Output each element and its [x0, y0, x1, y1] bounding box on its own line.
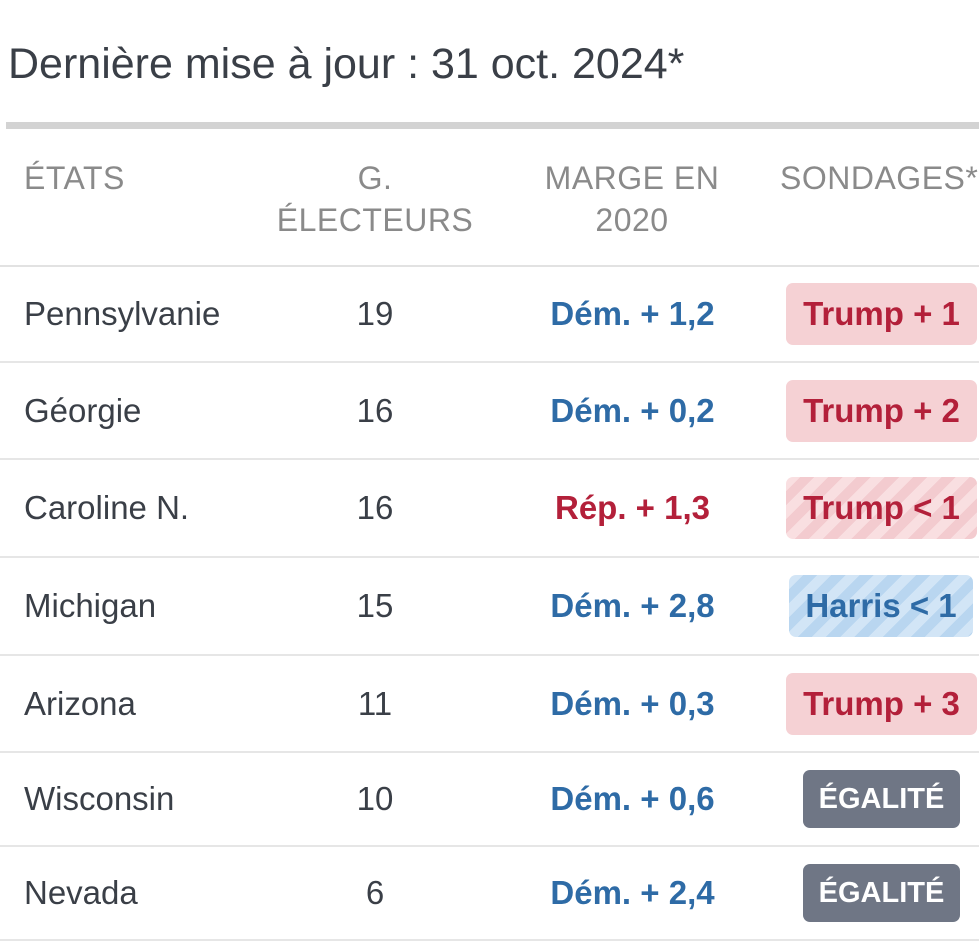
table-row: Géorgie 16 Dém. + 0,2 Trump + 2: [0, 363, 979, 460]
table-row: Nevada 6 Dém. + 2,4 ÉGALITÉ: [0, 847, 979, 941]
column-header-electors-line2: ÉLECTEURS: [276, 202, 474, 238]
state-name: Géorgie: [24, 391, 142, 429]
state-name: Arizona: [24, 684, 136, 722]
electors-count: 11: [357, 684, 393, 722]
poll-badge: ÉGALITÉ: [803, 770, 960, 828]
margin-2020: Dém. + 1,2: [550, 295, 715, 332]
column-header-margin-line1: MARGE EN: [544, 160, 720, 196]
electors-count: 16: [356, 489, 394, 526]
margin-2020: Dém. + 0,3: [550, 684, 715, 722]
margin-2020: Rép. + 1,3: [555, 489, 710, 526]
state-name: Wisconsin: [24, 780, 175, 817]
table-row: Michigan 15 Dém. + 2,8 Harris < 1: [0, 558, 979, 656]
header-divider: [6, 122, 979, 129]
state-name: Pennsylvanie: [24, 295, 221, 332]
poll-badge: Harris < 1: [789, 575, 973, 637]
table-row: Arizona 11 Dém. + 0,3 Trump + 3: [0, 656, 979, 753]
poll-badge: Trump < 1: [786, 477, 977, 539]
margin-2020: Dém. + 0,6: [550, 780, 715, 817]
column-header-margin-line2: 2020: [595, 202, 669, 238]
state-name: Michigan: [24, 587, 157, 624]
column-header-margin-2020: MARGE EN 2020: [522, 157, 742, 241]
margin-2020: Dém. + 2,4: [550, 874, 715, 911]
last-updated-title: Dernière mise à jour : 31 oct. 2024*: [8, 40, 685, 88]
table-header: ÉTATS G. ÉLECTEURS MARGE EN 2020 SONDAGE…: [0, 129, 979, 267]
poll-badge: ÉGALITÉ: [803, 864, 960, 922]
electors-count: 10: [356, 780, 394, 817]
column-header-electors: G. ÉLECTEURS: [270, 157, 480, 241]
column-header-electors-line1: G.: [357, 160, 393, 196]
poll-badge: Trump + 3: [786, 672, 977, 735]
column-header-polls: SONDAGES*: [780, 160, 979, 196]
poll-badge: Trump + 1: [786, 283, 977, 345]
margin-2020: Dém. + 0,2: [550, 391, 715, 429]
state-name: Caroline N.: [24, 489, 190, 526]
margin-2020: Dém. + 2,8: [550, 587, 715, 624]
table-row: Caroline N. 16 Rép. + 1,3 Trump < 1: [0, 460, 979, 558]
electors-count: 6: [365, 874, 385, 911]
poll-badge: Trump + 2: [786, 379, 977, 442]
electors-count: 16: [356, 391, 394, 429]
table-row: Pennsylvanie 19 Dém. + 1,2 Trump + 1: [0, 267, 979, 363]
state-name: Nevada: [24, 874, 138, 911]
table-row: Wisconsin 10 Dém. + 0,6 ÉGALITÉ: [0, 753, 979, 847]
electors-count: 19: [356, 295, 394, 332]
electors-count: 15: [356, 587, 394, 624]
column-header-states: ÉTATS: [24, 160, 125, 196]
